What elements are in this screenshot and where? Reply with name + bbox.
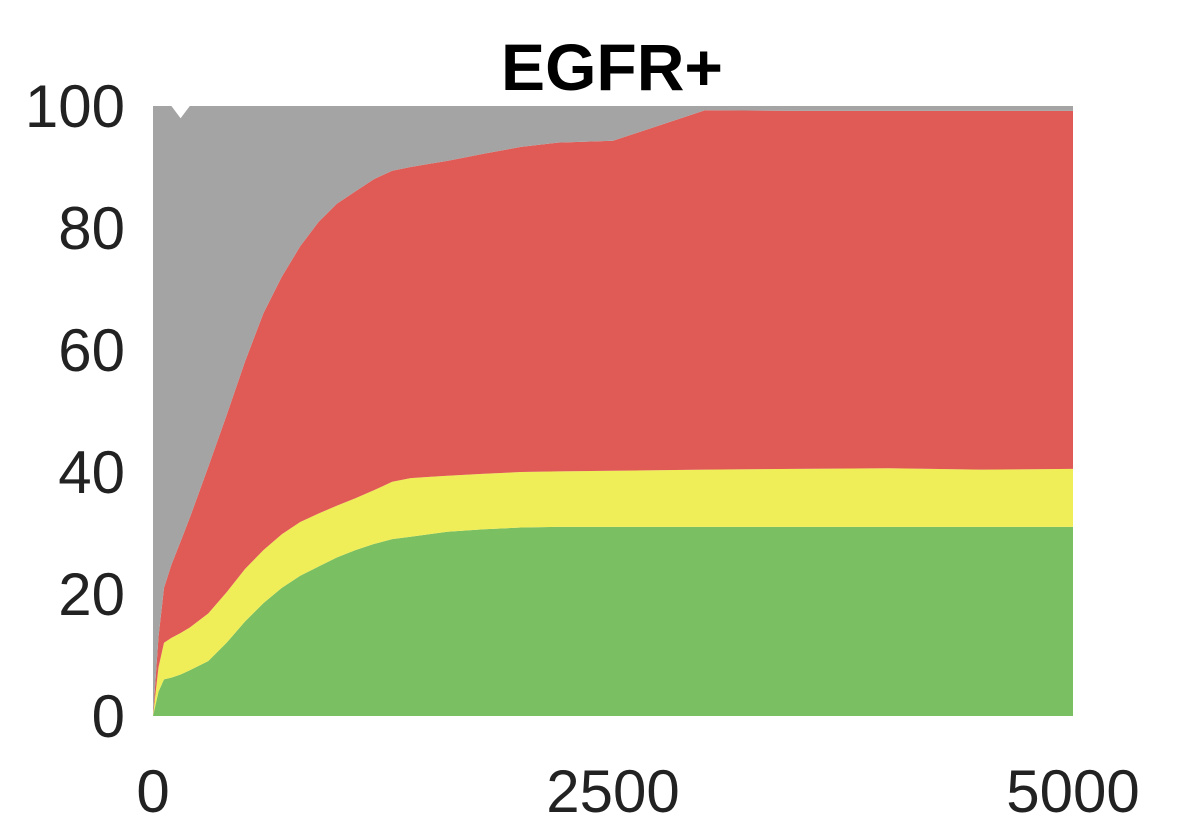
area-series-2: [153, 468, 1073, 716]
y-axis-ticks: 0 20 40 60 80 100: [25, 73, 125, 750]
y-tick-label: 0: [92, 683, 125, 750]
x-tick-label: 5000: [1006, 758, 1139, 825]
area-series-3: [153, 110, 1073, 717]
x-tick-label: 2500: [546, 758, 679, 825]
plot-area: [153, 106, 1073, 717]
y-tick-label: 100: [25, 73, 125, 140]
area-series-1: [153, 526, 1073, 716]
x-tick-label: 0: [136, 758, 169, 825]
area-series-4: [153, 106, 1073, 716]
chart-title: EGFR+: [501, 30, 723, 104]
y-tick-label: 40: [58, 439, 125, 506]
y-tick-label: 60: [58, 317, 125, 384]
y-tick-label: 20: [58, 561, 125, 628]
x-axis-ticks: 0 2500 5000: [136, 758, 1139, 825]
y-tick-label: 80: [58, 195, 125, 262]
